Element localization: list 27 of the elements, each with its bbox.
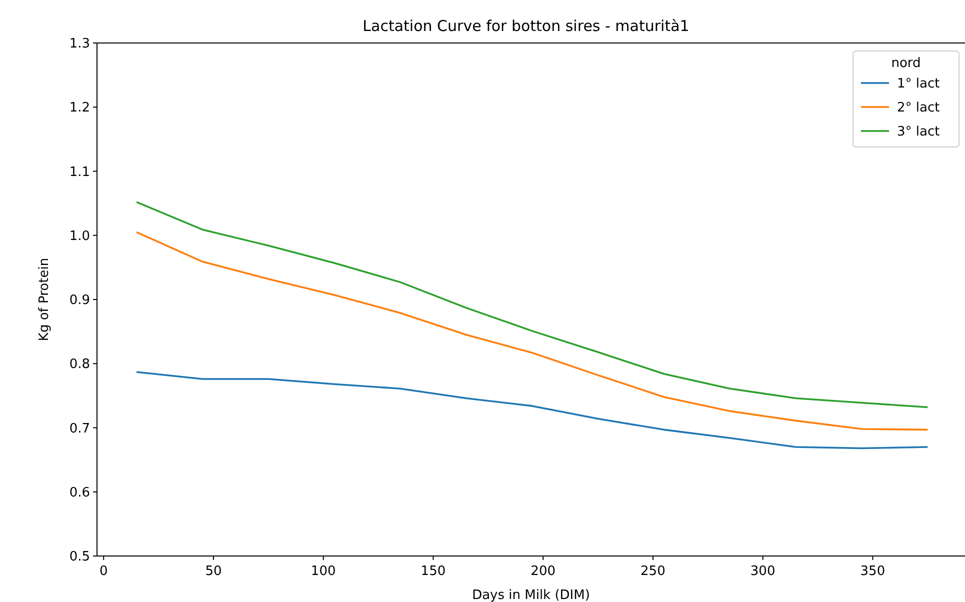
chart-title: Lactation Curve for botton sires - maturità1 [362, 17, 690, 35]
line-series [136, 231, 929, 431]
x-tick-label: 300 [750, 564, 776, 579]
legend-title: nord [891, 56, 921, 71]
legend-label: 2° lact [897, 100, 940, 116]
x-tick-label: 250 [640, 564, 666, 579]
x-tick-label: 0 [99, 564, 108, 579]
y-tick-label: 0.5 [69, 550, 90, 565]
y-tick-label: 1.3 [69, 36, 90, 52]
x-axis-title: Days in Milk (DIM) [472, 588, 590, 602]
legend-label: 1° lact [897, 76, 940, 92]
x-tick-label: 100 [310, 564, 336, 579]
y-tick-label: 0.6 [69, 485, 90, 500]
x-tick-label: 50 [205, 564, 222, 579]
line-series [136, 371, 929, 450]
x-tick-label: 350 [860, 564, 886, 579]
y-axis-title: Kg of Protein [37, 258, 52, 342]
y-tick-label: 0.8 [69, 357, 90, 372]
y-tick-label: 0.7 [69, 421, 90, 436]
y-tick-label: 1.1 [69, 164, 90, 180]
y-tick-label: 0.9 [69, 293, 90, 308]
x-tick-label: 150 [420, 564, 446, 579]
y-tick-label: 1.2 [69, 100, 90, 116]
legend-label: 3° lact [897, 124, 940, 140]
line-series [136, 201, 929, 408]
y-tick-label: 1.0 [69, 228, 90, 244]
x-tick-label: 200 [530, 564, 556, 579]
